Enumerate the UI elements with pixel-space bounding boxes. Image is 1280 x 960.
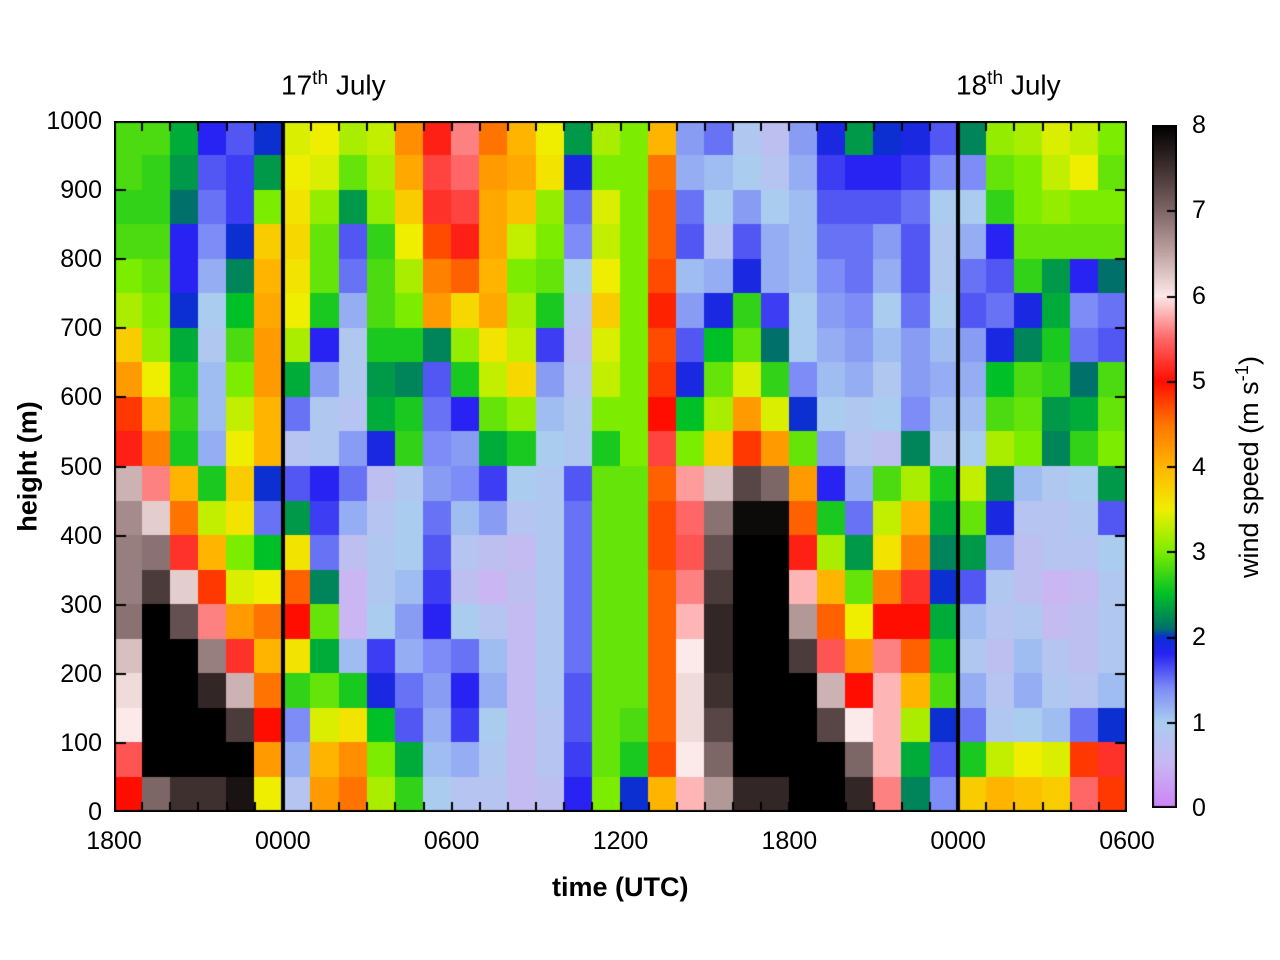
x-tick-label: 0600 xyxy=(1099,827,1155,855)
colorbar-tick-label: 5 xyxy=(1192,367,1206,396)
colorbar-tick-label: 0 xyxy=(1192,794,1206,822)
x-tick-label: 0000 xyxy=(930,827,986,855)
date-ordinal: th xyxy=(987,68,1004,89)
y-tick-label: 400 xyxy=(60,521,102,550)
y-tick-label: 0 xyxy=(88,798,102,826)
date-ordinal: th xyxy=(312,68,329,89)
y-tick-label: 300 xyxy=(60,590,102,619)
date-day: 18 xyxy=(956,69,988,101)
date-month: July xyxy=(1010,69,1061,101)
y-tick-label: 700 xyxy=(60,314,102,343)
date-month: July xyxy=(335,69,386,101)
x-axis-title: time (UTC) xyxy=(552,872,689,902)
colorbar-tick-label: 6 xyxy=(1192,281,1206,310)
x-tick-label: 1800 xyxy=(761,827,818,855)
colorbar-tick-label: 1 xyxy=(1192,708,1206,737)
date-day: 17 xyxy=(281,69,313,101)
x-tick-label: 1800 xyxy=(86,827,142,855)
x-tick-label: 0000 xyxy=(255,827,311,855)
x-tick-label: 0600 xyxy=(423,827,480,855)
colorbar-gradient xyxy=(1152,125,1177,808)
y-tick-label: 600 xyxy=(60,383,102,412)
colorbar-tick-label: 4 xyxy=(1192,452,1206,481)
colorbar-tick-label: 7 xyxy=(1192,196,1206,225)
colorbar-tick-label: 3 xyxy=(1192,537,1206,566)
y-tick-label: 800 xyxy=(60,245,102,274)
x-tick-label: 1200 xyxy=(592,827,649,855)
y-tick-label: 500 xyxy=(60,452,102,481)
y-tick-label: 1000 xyxy=(46,107,102,135)
date-annotation-18-july: 18th July xyxy=(956,68,1061,101)
colorbar-tick-label: 8 xyxy=(1192,111,1206,139)
date-annotation-17-july: 17th July xyxy=(281,68,386,101)
y-tick-label: 200 xyxy=(60,659,102,688)
y-tick-label: 100 xyxy=(60,728,102,757)
colorbar-tick-label: 2 xyxy=(1192,623,1206,652)
wind-speed-heatmap xyxy=(114,121,1127,812)
y-tick-label: 900 xyxy=(60,176,102,205)
